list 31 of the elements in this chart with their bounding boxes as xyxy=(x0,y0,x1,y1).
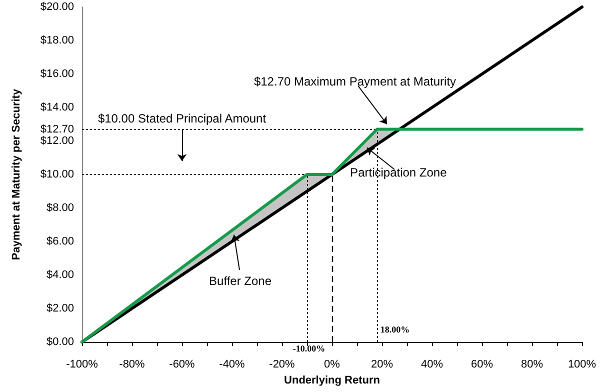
y-tick-label: $10.00 xyxy=(40,168,74,180)
y-tick-label: $20.00 xyxy=(40,1,74,13)
y-tick-label: $4.00 xyxy=(46,269,74,281)
annotation: Participation Zone xyxy=(350,166,448,180)
annotation: $12.70 Maximum Payment at Maturity xyxy=(254,74,456,89)
annotation: $10.00 Stated Principal Amount xyxy=(98,111,267,126)
y-tick-label: $18.00 xyxy=(40,34,74,46)
ref-line-label: -10.00% xyxy=(292,344,326,354)
x-tick-label: -100% xyxy=(66,358,98,370)
y-tick-label: $12.00 xyxy=(40,135,74,147)
y-tick-label: $2.00 xyxy=(46,302,74,314)
x-tick-label: 40% xyxy=(420,358,444,370)
x-tick-label: 60% xyxy=(470,358,494,370)
x-tick-label: 80% xyxy=(520,358,544,370)
x-tick-label: -40% xyxy=(219,358,246,370)
annotation: Buffer Zone xyxy=(209,274,272,288)
x-tick-label: 20% xyxy=(370,358,394,370)
ref-line-label: 18.00% xyxy=(380,324,410,334)
y-tick-label: $0.00 xyxy=(46,336,74,348)
x-tick-label: 100% xyxy=(568,358,596,370)
y-tick-label: $14.00 xyxy=(40,102,74,114)
y-tick-label: $8.00 xyxy=(46,202,74,214)
x-tick-label: 0% xyxy=(324,358,340,370)
y-tick-label: $6.00 xyxy=(46,236,74,248)
y-tick-label: $16.00 xyxy=(40,68,74,80)
x-axis-title: Underlying Return xyxy=(284,374,380,386)
y-axis-title: Payment at Maturity per Security xyxy=(10,88,22,260)
x-tick-label: -20% xyxy=(269,358,296,370)
x-tick-label: -60% xyxy=(169,358,196,370)
y-tick-label: $12.70 xyxy=(40,123,74,136)
x-tick-label: -80% xyxy=(119,358,146,370)
